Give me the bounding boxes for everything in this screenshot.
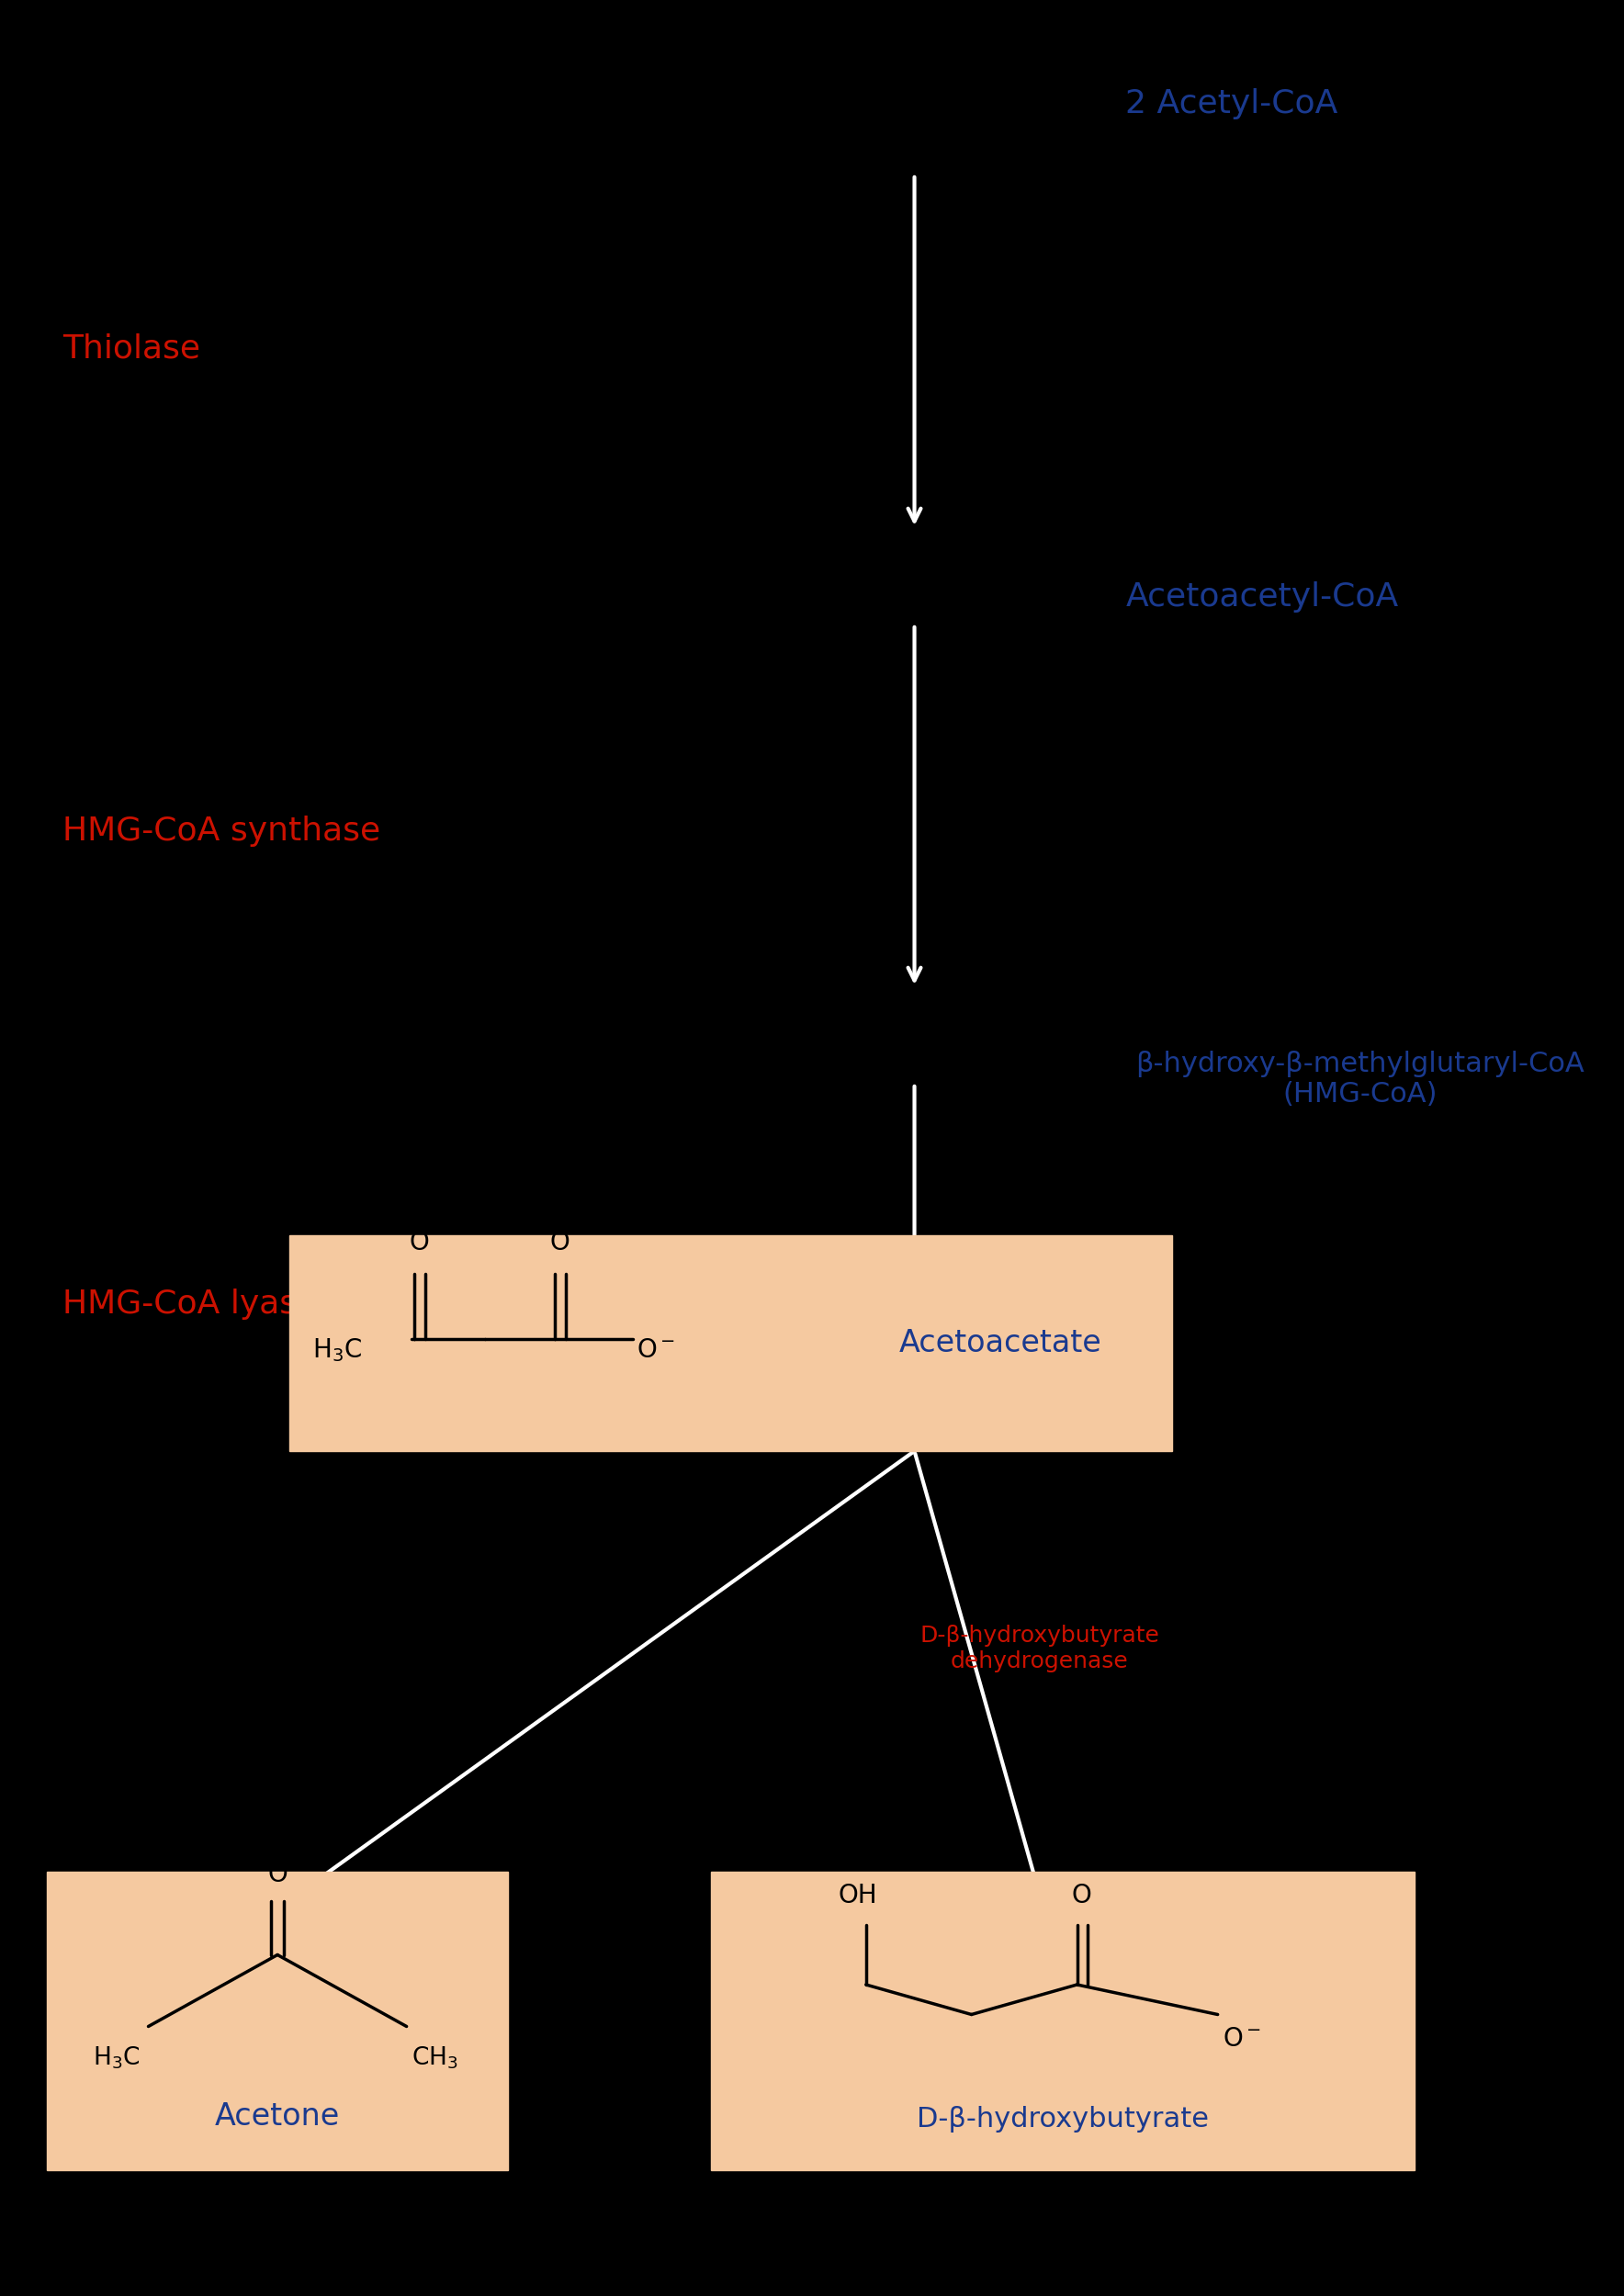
Text: OH: OH — [838, 1883, 877, 1908]
Text: 2 Acetyl-CoA: 2 Acetyl-CoA — [1125, 87, 1338, 119]
Text: D-β-hydroxybutyrate
dehydrogenase: D-β-hydroxybutyrate dehydrogenase — [919, 1626, 1160, 1671]
Text: O$^-$: O$^-$ — [637, 1339, 676, 1364]
Text: O$^-$: O$^-$ — [1223, 2025, 1262, 2053]
Text: Acetoacetyl-CoA: Acetoacetyl-CoA — [1125, 581, 1398, 613]
Text: HMG-CoA synthase: HMG-CoA synthase — [63, 815, 380, 847]
Text: Acetone: Acetone — [214, 2101, 339, 2131]
Bar — [289, 1235, 1173, 1451]
Text: O: O — [409, 1231, 429, 1256]
Text: β-hydroxy-β-methylglutaryl-CoA
(HMG-CoA): β-hydroxy-β-methylglutaryl-CoA (HMG-CoA) — [1135, 1049, 1585, 1109]
Text: Acetoacetate: Acetoacetate — [898, 1327, 1101, 1359]
Text: HMG-CoA lyase: HMG-CoA lyase — [63, 1288, 317, 1320]
Text: H$_3$C: H$_3$C — [313, 1336, 362, 1364]
Bar — [711, 1871, 1415, 2170]
Text: O: O — [549, 1231, 570, 1256]
Text: O: O — [1072, 1883, 1091, 1908]
Text: CH$_3$: CH$_3$ — [411, 2046, 458, 2071]
Bar — [47, 1871, 508, 2170]
Text: Thiolase: Thiolase — [63, 333, 200, 365]
Text: D-β-hydroxybutyrate: D-β-hydroxybutyrate — [918, 2105, 1208, 2133]
Text: O: O — [268, 1862, 287, 1887]
Text: H$_3$C: H$_3$C — [93, 2046, 141, 2071]
